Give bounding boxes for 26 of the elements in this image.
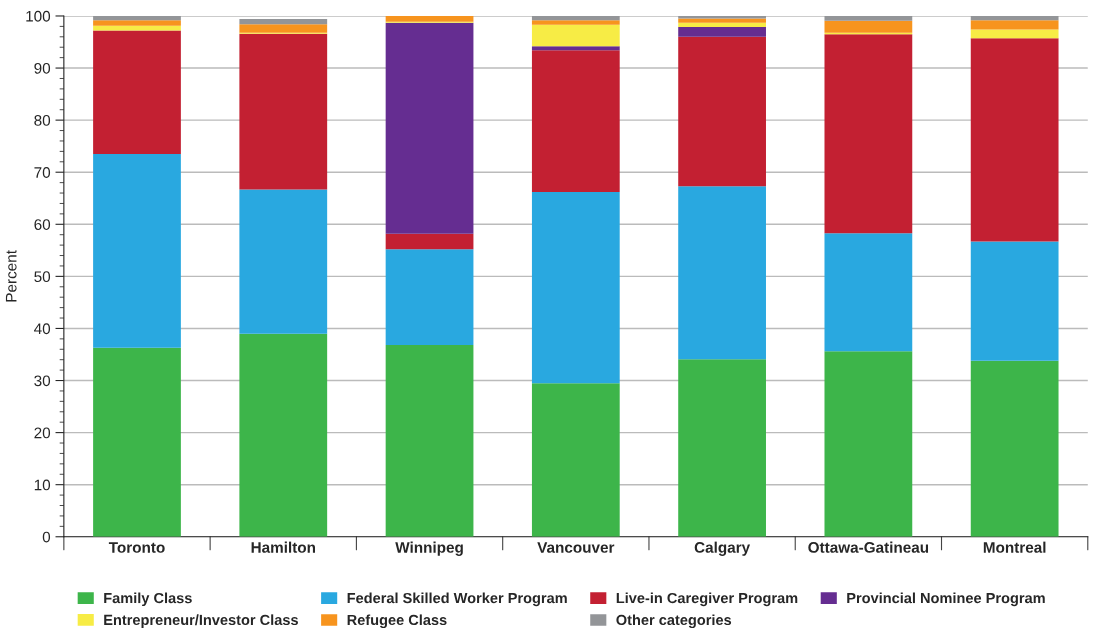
y-tick-label: 80 bbox=[34, 115, 51, 126]
y-tick-label: 60 bbox=[34, 219, 51, 230]
legend-label: Other categories bbox=[616, 614, 732, 629]
legend-label: Federal Skilled Worker Program bbox=[347, 592, 567, 607]
x-tick-label: Montreal bbox=[983, 541, 1046, 553]
y-tick-label: 0 bbox=[42, 531, 51, 543]
y-tick-label: 50 bbox=[34, 271, 51, 283]
x-tick-label: Vancouver bbox=[537, 542, 615, 553]
y-tick-label: 100 bbox=[26, 10, 51, 22]
x-tick-label: Toronto bbox=[108, 542, 165, 553]
x-tick-label: Ottawa-Gatineau bbox=[808, 541, 929, 553]
y-tick-label: 30 bbox=[34, 375, 51, 387]
legend-label: Entrepreneur/Investor Class bbox=[104, 614, 298, 628]
y-tick-label: 40 bbox=[34, 323, 51, 335]
y-tick-label: 20 bbox=[34, 427, 51, 439]
legend-label: Family Class bbox=[104, 592, 192, 607]
y-axis-title: Percent bbox=[5, 250, 17, 302]
y-tick-label: 70 bbox=[34, 167, 51, 178]
x-tick-label: Winnipeg bbox=[395, 541, 463, 556]
y-tick-label: 10 bbox=[34, 479, 51, 491]
x-tick-label: Calgary bbox=[694, 541, 751, 556]
legend-label: Live-in Caregiver Program bbox=[616, 592, 798, 607]
y-tick-label: 90 bbox=[34, 62, 51, 74]
legend-label: Refugee Class bbox=[347, 614, 447, 629]
legend-label: Provincial Nominee Program bbox=[847, 592, 1045, 607]
x-tick-label: Hamilton bbox=[251, 541, 315, 553]
